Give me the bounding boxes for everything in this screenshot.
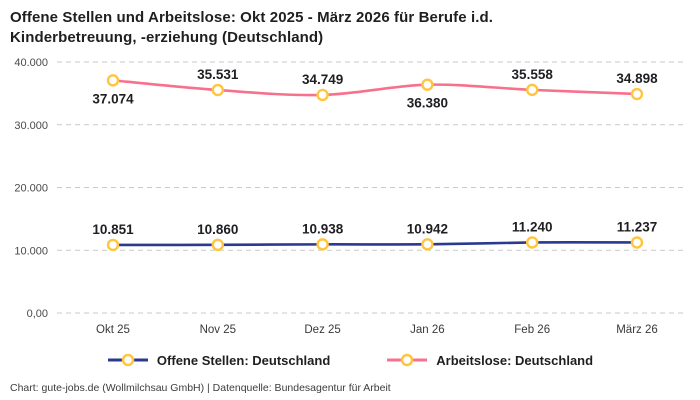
y-axis-tick-label: 0,00 [27,308,48,320]
chart-title: Offene Stellen und Arbeitslose: Okt 2025… [10,9,494,46]
x-axis-tick-label: Jan 26 [410,324,445,336]
legend-marker-icon [121,353,135,367]
y-axis-tick-label: 40.000 [14,57,48,69]
data-point[interactable] [526,235,539,249]
chart-attribution: Chart: gute-jobs.de (Wollmilchsau GmbH) … [10,382,391,394]
data-label: 34.749 [302,72,343,87]
data-label: 35.531 [197,67,239,82]
y-axis-tick-label: 20.000 [14,182,48,194]
data-label: 10.851 [92,222,134,237]
data-point[interactable] [630,235,644,249]
data-label: 34.898 [616,71,658,86]
legend-swatch-offene-stellen [107,353,148,367]
data-point[interactable] [421,78,434,91]
data-label: 36.380 [407,95,448,110]
x-axis-tick-label: Dez 25 [304,324,340,336]
data-point[interactable] [106,73,120,87]
data-label: 37.074 [92,91,134,106]
data-label: 35.558 [512,66,554,81]
y-axis-tick-label: 10.000 [14,245,48,257]
legend-item-arbeitslose[interactable]: Arbeitslose: Deutschland [386,353,593,368]
x-axis-tick-label: März 26 [616,324,658,336]
data-point[interactable] [106,238,120,251]
data-label: 10.860 [197,221,238,236]
legend-label-offene-stellen: Offene Stellen: Deutschland [156,352,331,368]
data-label: 11.237 [617,219,658,234]
y-axis-tick-label: 30.000 [14,119,48,131]
legend-label-arbeitslose: Arbeitslose: Deutschland [436,352,594,368]
data-label: 10.938 [302,221,344,236]
legend-marker-icon [401,353,414,367]
chart-svg: 0,00 10.000 20.000 30.000 40.000 Okt 25 Nov 25… [14,57,684,336]
data-point[interactable] [211,83,225,96]
legend: Offene Stellen: Deutschland Arbeitslose:… [0,353,700,368]
legend-item-offene-stellen[interactable]: Offene Stellen: Deutschland [107,353,330,368]
data-point[interactable] [630,87,644,100]
data-point[interactable] [316,237,329,251]
data-point[interactable] [316,88,329,101]
x-axis-tick-label: Feb 26 [514,324,550,336]
series-line-0 [111,240,639,246]
data-point[interactable] [421,237,434,251]
x-axis-tick-label: Okt 25 [96,324,130,336]
plot-area: 0,00 10.000 20.000 30.000 40.000 Okt 25 Nov 25… [0,50,700,347]
data-point[interactable] [211,238,225,251]
data-label: 11.240 [512,219,553,234]
x-axis-tick-label: Nov 25 [200,324,236,336]
data-point[interactable] [526,83,539,96]
legend-swatch-arbeitslose [387,353,428,367]
data-label: 10.942 [407,221,448,236]
series-line-1 [111,78,639,96]
